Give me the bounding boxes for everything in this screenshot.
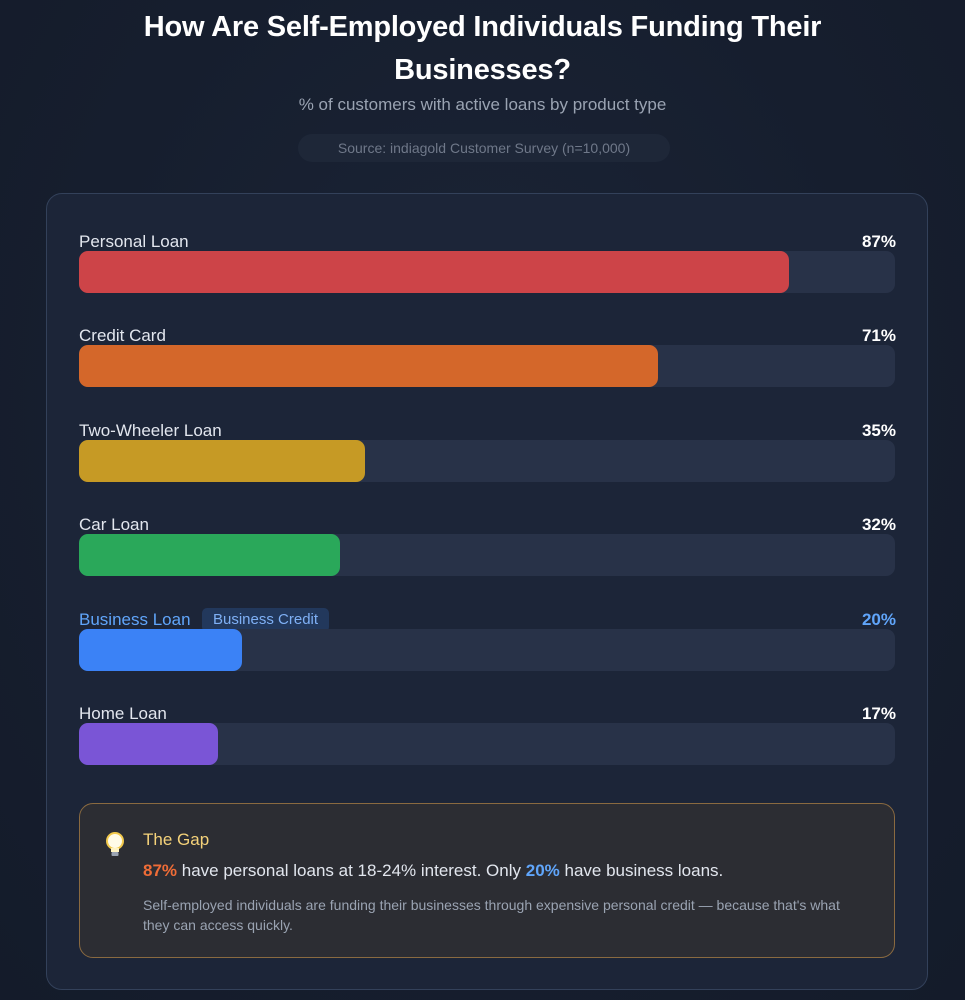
bar-label: Credit Card <box>79 326 166 345</box>
bar-label: Personal Loan <box>79 232 189 251</box>
bar-row: Car Loan 32% <box>79 512 896 592</box>
insight-text-end: have business loans. <box>559 861 724 880</box>
bar-track <box>79 440 895 482</box>
bar-track <box>79 345 895 387</box>
bar-value: 17% <box>861 704 896 723</box>
insight-callout: The Gap 87% have personal loans at 18-24… <box>79 803 895 958</box>
source-badge: Source: indiagold Customer Survey (n=10,… <box>298 134 670 162</box>
bar-row: Business Loan Business Credit 20% <box>79 607 896 687</box>
bar-row: Credit Card 71% <box>79 323 896 403</box>
bar-track <box>79 629 895 671</box>
category-tag: Business Credit <box>202 608 330 632</box>
bar-row: Two-Wheeler Loan 35% <box>79 418 896 498</box>
bar-row-header: Car Loan 32% <box>79 512 896 538</box>
bar-label: Two-Wheeler Loan <box>79 421 222 440</box>
insight-title: The Gap <box>143 830 210 849</box>
bar-row: Home Loan 17% <box>79 701 896 781</box>
bar-row-header: Two-Wheeler Loan 35% <box>79 418 896 444</box>
bar-fill <box>79 534 341 576</box>
bar-fill <box>79 440 365 482</box>
insight-stat-personal: 87% <box>143 861 178 880</box>
bar-fill <box>79 629 243 671</box>
insight-statement: 87% have personal loans at 18-24% intere… <box>143 858 723 884</box>
insight-text-mid: have personal loans at 18-24% interest. … <box>177 861 526 880</box>
bar-fill <box>79 345 659 387</box>
insight-stat-business: 20% <box>525 861 560 880</box>
bar-row-header: Business Loan Business Credit 20% <box>79 607 896 633</box>
lightbulb-icon <box>106 832 124 856</box>
insight-note: Self-employed individuals are funding th… <box>143 897 840 933</box>
bar-row-header: Personal Loan 87% <box>79 229 896 255</box>
bar-value: 71% <box>861 326 896 345</box>
bar-row: Personal Loan 87% <box>79 229 896 309</box>
chart-card: Personal Loan 87% Credit Card 71% Two-Wheele… <box>46 193 928 990</box>
bar-value: 35% <box>861 421 896 440</box>
bar-label: Home Loan <box>79 704 167 723</box>
bar-label: Business Loan <box>79 610 191 629</box>
bar-value: 20% <box>861 610 896 629</box>
bar-value: 32% <box>861 515 896 534</box>
bar-fill <box>79 723 218 765</box>
chart-subtitle: % of customers with active loans by prod… <box>298 95 667 114</box>
chart-title: How Are Self-Employed Individuals Fundin… <box>143 11 822 86</box>
bar-row-header: Home Loan 17% <box>79 701 896 727</box>
bar-track <box>79 251 895 293</box>
bar-row-header: Credit Card 71% <box>79 323 896 349</box>
bar-label: Car Loan <box>79 515 149 534</box>
bar-fill <box>79 251 789 293</box>
bar-value: 87% <box>861 232 896 251</box>
bar-track <box>79 534 895 576</box>
bar-track <box>79 723 895 765</box>
